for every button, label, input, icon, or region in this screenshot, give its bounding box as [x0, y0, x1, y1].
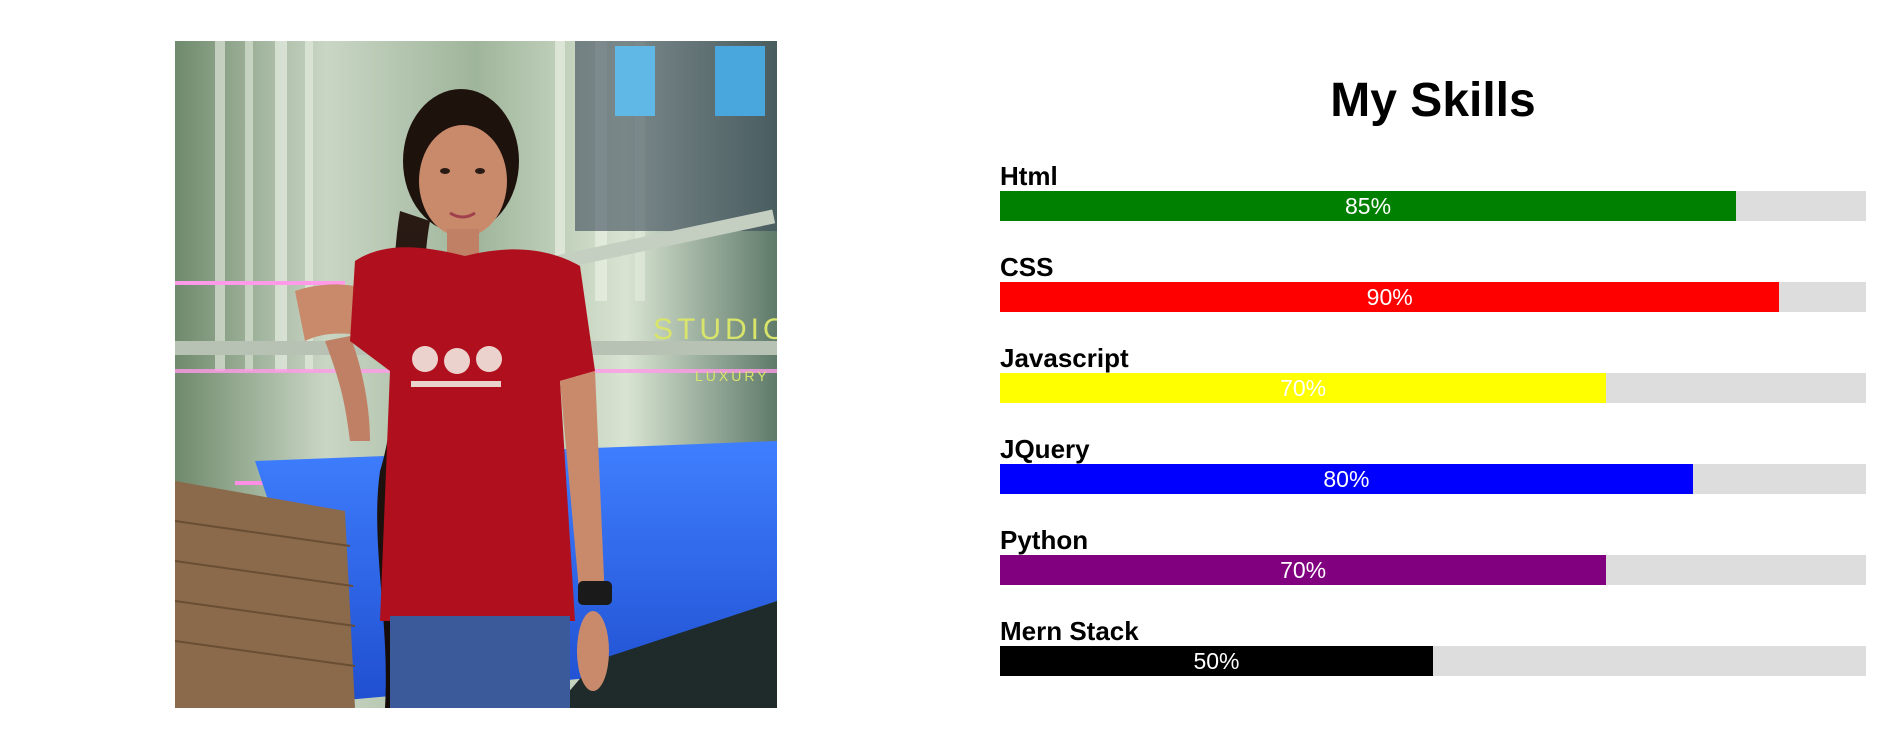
skill-name: Mern Stack: [1000, 616, 1139, 646]
skill-list: Html 85% CSS 90% Javascript 70% JQuery 80% Pytho…: [1000, 161, 1866, 676]
profile-photo: STUDIO LUXURY: [175, 41, 777, 708]
svg-text:LUXURY: LUXURY: [695, 368, 770, 384]
skill-item: Javascript 70%: [1000, 343, 1866, 403]
skill-item: CSS 90%: [1000, 252, 1866, 312]
skill-item: Mern Stack 50%: [1000, 616, 1866, 676]
skill-item: Python 70%: [1000, 525, 1866, 585]
skill-bar-fill: 70%: [1000, 373, 1607, 403]
skill-bar-track: 70%: [1000, 555, 1866, 585]
skill-bar-track: 80%: [1000, 464, 1866, 494]
skills-heading: My Skills: [1330, 74, 1536, 127]
skill-name: CSS: [1000, 252, 1054, 282]
skill-name: JQuery: [1000, 434, 1090, 464]
skill-bar-fill: 85%: [1000, 191, 1737, 221]
skill-item: JQuery 80%: [1000, 434, 1866, 494]
skill-name: Javascript: [1000, 343, 1129, 373]
skills-section: My Skills Html 85% CSS 90% Javascript 70% JQue…: [1000, 66, 1866, 707]
skill-bar-track: 90%: [1000, 282, 1866, 312]
skill-bar-fill: 80%: [1000, 464, 1693, 494]
svg-text:STUDIO: STUDIO: [653, 313, 777, 346]
skill-bar-track: 70%: [1000, 373, 1866, 403]
skill-bar-track: 85%: [1000, 191, 1866, 221]
skill-name: Python: [1000, 525, 1089, 555]
skill-item: Html 85%: [1000, 161, 1866, 221]
profile-photo-image: STUDIO LUXURY: [175, 41, 777, 708]
skill-bar-track: 50%: [1000, 646, 1866, 676]
skill-name: Html: [1000, 161, 1058, 191]
skill-bar-fill: 90%: [1000, 282, 1780, 312]
skill-bar-fill: 50%: [1000, 646, 1433, 676]
skill-bar-fill: 70%: [1000, 555, 1607, 585]
